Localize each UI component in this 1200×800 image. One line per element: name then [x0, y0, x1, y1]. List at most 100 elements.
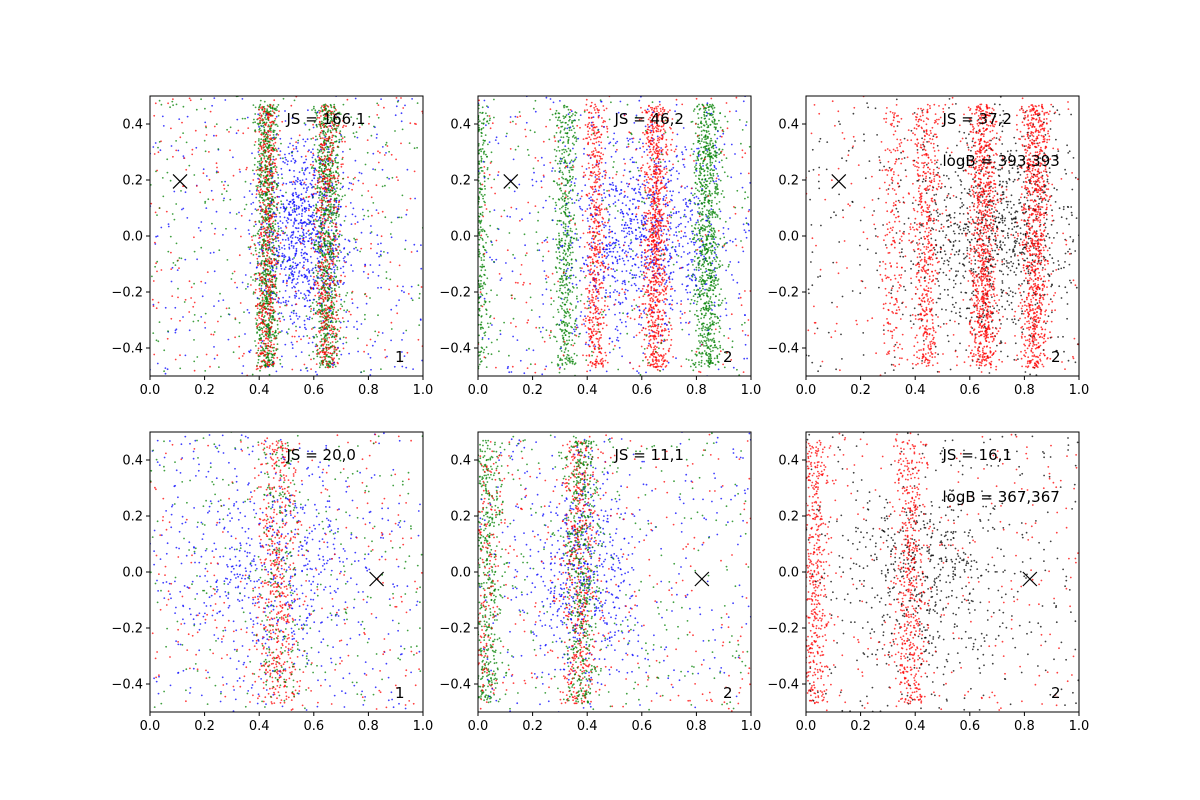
scatter-point	[295, 355, 297, 358]
scatter-point	[326, 251, 329, 253]
scatter-point	[185, 168, 188, 171]
scatter-point	[332, 250, 335, 253]
scatter-point	[295, 283, 298, 285]
scatter-point	[319, 350, 322, 353]
scatter-point	[299, 197, 302, 200]
scatter-point	[323, 341, 326, 344]
scatter-point	[204, 107, 206, 110]
scatter-point	[309, 310, 312, 313]
scatter-point	[340, 135, 343, 138]
scatter-point	[273, 99, 276, 102]
scatter-point	[301, 169, 304, 172]
scatter-point	[268, 220, 270, 223]
scatter-point	[281, 177, 284, 180]
scatter-point	[285, 219, 288, 222]
scatter-point	[322, 254, 324, 256]
scatter-point	[283, 318, 286, 321]
scatter-point	[287, 203, 290, 205]
scatter-point	[328, 169, 331, 172]
scatter-point	[632, 198, 634, 201]
scatter-point	[273, 212, 276, 215]
scatter-point	[277, 222, 279, 225]
scatter-point	[331, 290, 334, 292]
scatter-point	[385, 271, 388, 273]
scatter-point	[312, 272, 315, 274]
scatter-point	[272, 290, 275, 293]
scatter-point	[330, 274, 332, 277]
scatter-point	[302, 238, 305, 241]
scatter-point	[326, 265, 329, 267]
scatter-point	[324, 296, 327, 299]
scatter-point	[268, 224, 270, 227]
scatter-point	[284, 266, 287, 269]
scatter-point	[626, 212, 628, 215]
scatter-point	[262, 255, 264, 258]
x-tick-label: 0.0	[140, 383, 161, 398]
scatter-point	[169, 235, 172, 238]
scatter-point	[322, 137, 324, 140]
scatter-point	[316, 116, 319, 119]
scatter-point	[251, 373, 254, 376]
scatter-point	[277, 227, 280, 230]
scatter-point	[259, 277, 262, 280]
scatter-point	[309, 232, 311, 235]
scatter-point	[330, 295, 332, 298]
scatter-point	[324, 232, 327, 235]
scatter-point	[313, 275, 315, 278]
scatter-point	[312, 326, 315, 329]
scatter-point	[391, 176, 394, 179]
scatter-point	[212, 198, 214, 201]
scatter-point	[269, 158, 272, 161]
scatter-point	[312, 126, 315, 129]
scatter-point	[329, 161, 332, 164]
scatter-point	[185, 141, 188, 144]
scatter-point	[197, 319, 200, 322]
scatter-point	[317, 277, 319, 280]
scatter-point	[320, 268, 322, 271]
scatter-point	[321, 277, 324, 279]
scatter-point	[410, 297, 413, 300]
scatter-point	[160, 269, 163, 271]
scatter-point	[608, 225, 611, 228]
scatter-point	[280, 264, 282, 266]
scatter-point	[262, 247, 265, 250]
scatter-point	[602, 183, 605, 185]
scatter-point	[301, 167, 304, 170]
scatter-point	[262, 118, 265, 121]
scatter-point	[304, 210, 306, 213]
scatter-point	[261, 180, 264, 183]
scatter-point	[320, 262, 323, 265]
scatter-point	[300, 155, 303, 158]
scatter-point	[263, 330, 266, 333]
scatter-point	[193, 314, 196, 316]
scatter-point	[207, 198, 210, 201]
scatter-point	[318, 309, 320, 311]
scatter-point	[339, 321, 342, 324]
scatter-point	[296, 150, 299, 153]
scatter-point	[326, 298, 329, 301]
scatter-point	[255, 322, 258, 324]
scatter-point	[269, 333, 271, 336]
scatter-point	[260, 107, 262, 109]
scatter-point	[264, 204, 266, 207]
scatter-point	[290, 272, 292, 274]
scatter-point	[326, 337, 328, 339]
scatter-point	[328, 216, 331, 219]
scatter-point	[319, 180, 321, 183]
scatter-point	[309, 221, 311, 223]
scatter-point	[325, 187, 327, 190]
scatter-point	[260, 307, 263, 310]
scatter-point	[693, 243, 696, 246]
scatter-point	[338, 286, 340, 288]
scatter-point	[327, 341, 330, 343]
scatter-point	[326, 308, 329, 311]
scatter-point	[334, 135, 337, 138]
scatter-point	[234, 336, 237, 339]
scatter-point	[227, 184, 230, 187]
scatter-point	[261, 298, 264, 300]
scatter-point	[277, 202, 280, 204]
scatter-point	[150, 202, 153, 205]
scatter-point	[268, 170, 271, 173]
scatter-point	[261, 305, 263, 308]
scatter-point	[307, 294, 310, 297]
